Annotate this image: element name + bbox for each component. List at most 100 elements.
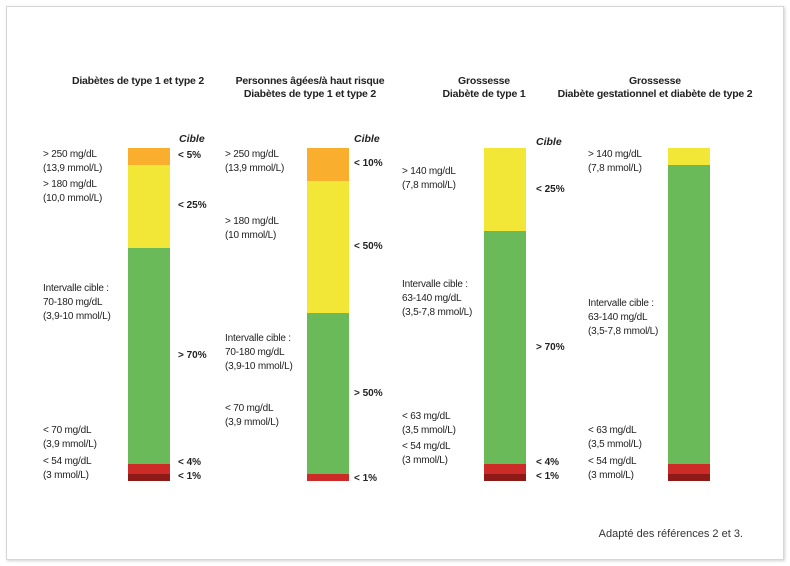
range-label: Intervalle cible : 63-140 mg/dL (3,5-7,8 m…	[402, 278, 472, 320]
chart-title: Grossesse Diabète gestationnel et diabète…	[558, 75, 753, 101]
bar-segment-very-low	[668, 474, 710, 482]
range-label-line: (13,9 mmol/L)	[43, 163, 103, 174]
range-label-line: (3,9-10 mmol/L)	[43, 311, 111, 322]
range-label-line: > 250 mg/dL	[43, 149, 97, 160]
range-label-line: < 54 mg/dL	[43, 456, 92, 467]
range-label-line: (3,5 mmol/L)	[588, 439, 642, 450]
range-label-line: (10,0 mmol/L)	[43, 193, 103, 204]
chart-title: Grossesse Diabète de type 1	[443, 75, 526, 101]
target-value: < 4%	[536, 457, 560, 468]
range-label-line: 63-140 mg/dL	[402, 293, 462, 304]
chart-title-line: Diabète de type 1	[442, 88, 526, 100]
chart-title-line: Diabètes de type 1 et type 2	[71, 75, 205, 87]
range-label-line: > 180 mg/dL	[43, 179, 97, 190]
chart-title-line: Grossesse	[458, 75, 510, 87]
range-label: < 54 mg/dL (3 mmol/L)	[43, 455, 92, 483]
range-label-line: Intervalle cible :	[588, 298, 654, 309]
bar-segment-high	[484, 148, 526, 232]
range-label: < 63 mg/dL (3,5 mmol/L)	[402, 410, 456, 438]
range-label-line: (13,9 mmol/L)	[225, 163, 285, 174]
range-label-line: (3,5-7,8 mmol/L)	[588, 326, 659, 337]
range-label-line: > 140 mg/dL	[402, 166, 456, 177]
bar-segment-low	[484, 464, 526, 475]
range-label-line: 63-140 mg/dL	[588, 312, 648, 323]
source-note: Adapté des références 2 et 3.	[598, 528, 743, 540]
target-value: < 1%	[354, 473, 378, 484]
chart-title-line: Personnes âgées/à haut risque	[235, 75, 385, 87]
bar-segment-high	[128, 164, 170, 249]
range-label: > 250 mg/dL (13,9 mmol/L)	[225, 148, 284, 176]
range-label-line: < 63 mg/dL	[588, 425, 637, 436]
range-label-line: < 70 mg/dL	[43, 425, 92, 436]
bar-segment-very-high	[128, 148, 170, 166]
chart-title-line: Diabète gestationnel et diabète de type …	[557, 88, 753, 100]
target-value: < 5%	[178, 150, 202, 162]
range-label-line: > 140 mg/dL	[588, 149, 642, 160]
bar-segment-in-range	[307, 312, 349, 475]
target-value: > 70%	[536, 341, 565, 353]
target-value: < 10%	[354, 158, 383, 170]
range-label-line: (3,9 mmol/L)	[225, 417, 279, 428]
range-label: > 140 mg/dL (7,8 mmol/L)	[588, 148, 642, 176]
range-label: < 70 mg/dL (3,9 mmol/L)	[225, 402, 279, 430]
bar-segment-high	[307, 180, 349, 314]
target-value: < 25%	[536, 183, 565, 195]
range-label: < 70 mg/dL (3,9 mmol/L)	[43, 424, 97, 452]
range-label-line: (3,9-10 mmol/L)	[225, 361, 293, 372]
target-header: Cible	[179, 133, 205, 145]
range-label: < 63 mg/dL (3,5 mmol/L)	[588, 424, 642, 452]
target-value: > 70%	[178, 350, 207, 362]
figure-frame: Diabètes de type 1 et type 2 Cible < 5% < 2…	[6, 6, 784, 560]
bar-segment-in-range	[484, 231, 526, 465]
range-label-line: Intervalle cible :	[225, 333, 291, 344]
target-value: < 1%	[178, 471, 202, 482]
chart-title: Diabètes de type 1 et type 2	[72, 75, 204, 88]
bar-segment-very-high	[307, 148, 349, 182]
range-label: < 54 mg/dL (3 mmol/L)	[588, 455, 637, 483]
range-label: > 180 mg/dL (10 mmol/L)	[225, 215, 279, 243]
range-label: < 54 mg/dL (3 mmol/L)	[402, 440, 451, 468]
range-label-line: < 54 mg/dL	[402, 441, 451, 452]
range-label-line: > 180 mg/dL	[225, 216, 279, 227]
range-label: Intervalle cible : 70-180 mg/dL (3,9-10 mm…	[43, 282, 111, 324]
bar-segment-in-range	[128, 247, 170, 465]
range-label-line: 70-180 mg/dL	[225, 347, 285, 358]
target-value: < 50%	[354, 240, 383, 252]
range-label-line: < 63 mg/dL	[402, 411, 451, 422]
range-label-line: Intervalle cible :	[43, 283, 109, 294]
chart-title-line: Grossesse	[629, 75, 681, 87]
range-label-line: Intervalle cible :	[402, 279, 468, 290]
bar-segment-low	[128, 464, 170, 475]
range-label-line: (10 mmol/L)	[225, 230, 277, 241]
range-label-line: > 250 mg/dL	[225, 149, 279, 160]
target-value: > 50%	[354, 387, 383, 399]
bar-segment-very-low	[128, 474, 170, 482]
bar-segment-high	[668, 148, 710, 166]
range-label-line: < 54 mg/dL	[588, 456, 637, 467]
bar-segment-very-low	[484, 474, 526, 482]
range-label: Intervalle cible : 70-180 mg/dL (3,9-10 mm…	[225, 332, 293, 374]
bar-segment-low	[668, 464, 710, 475]
target-value: < 1%	[536, 471, 560, 482]
range-label-line: (3,5 mmol/L)	[402, 425, 456, 436]
range-label-line: (3 mmol/L)	[402, 455, 448, 466]
target-header: Cible	[536, 136, 562, 148]
range-label-line: < 70 mg/dL	[225, 403, 274, 414]
range-label-line: (7,8 mmol/L)	[402, 180, 456, 191]
range-label-line: (3,5-7,8 mmol/L)	[402, 307, 473, 318]
range-label: > 250 mg/dL (13,9 mmol/L)	[43, 148, 102, 176]
target-value: < 25%	[178, 200, 207, 212]
range-label-line: (7,8 mmol/L)	[588, 163, 642, 174]
range-label-line: (3 mmol/L)	[43, 470, 89, 481]
range-label-line: (3 mmol/L)	[588, 470, 634, 481]
range-label-line: (3,9 mmol/L)	[43, 439, 97, 450]
target-value: < 4%	[178, 457, 202, 468]
chart-title: Personnes âgées/à haut risque Diabètes de…	[236, 75, 385, 101]
range-label: > 140 mg/dL (7,8 mmol/L)	[402, 165, 456, 193]
range-label: > 180 mg/dL (10,0 mmol/L)	[43, 178, 102, 206]
range-label-line: 70-180 mg/dL	[43, 297, 103, 308]
bar-segment-low	[307, 474, 349, 482]
target-header: Cible	[354, 133, 380, 145]
bar-segment-in-range	[668, 164, 710, 465]
chart-title-line: Diabètes de type 1 et type 2	[243, 88, 377, 100]
